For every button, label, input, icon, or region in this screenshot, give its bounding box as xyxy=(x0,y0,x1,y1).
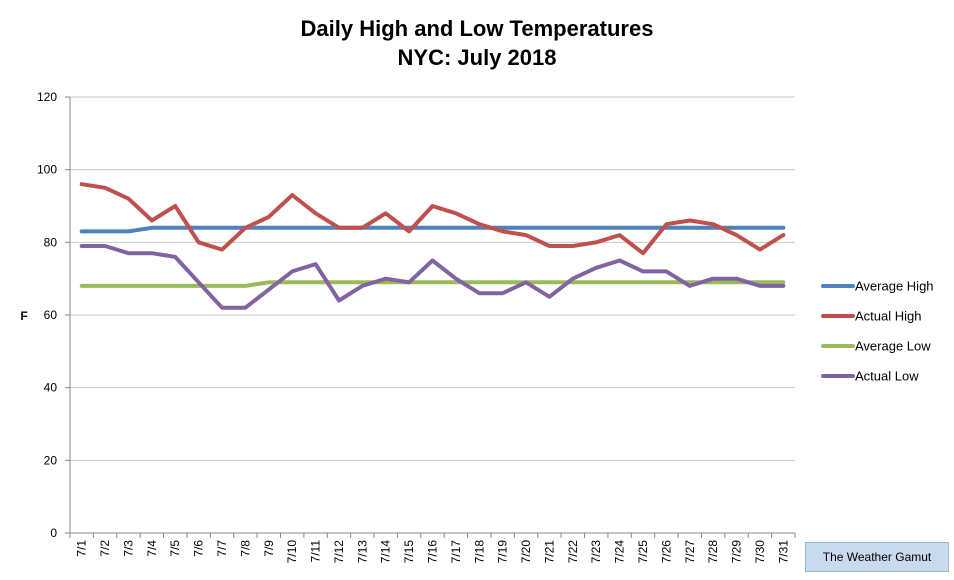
x-tick-label: 7/7 xyxy=(215,540,229,557)
x-tick-label: 7/20 xyxy=(519,540,533,564)
x-tick-label: 7/3 xyxy=(121,540,135,557)
series-line-actual-high xyxy=(79,182,786,256)
y-tick-label: 60 xyxy=(44,308,58,322)
legend-label: Actual Low xyxy=(855,369,919,384)
x-tick-label: 7/13 xyxy=(355,540,369,564)
chart-subtitle-line: NYC: July 2018 xyxy=(397,45,557,70)
x-tick-label: 7/11 xyxy=(309,540,323,563)
gridlines xyxy=(70,96,795,461)
chart-title: Daily High and Low Temperatures NYC: Jul… xyxy=(0,14,954,72)
y-tick-label: 80 xyxy=(44,235,58,249)
x-tick-label: 7/18 xyxy=(472,540,486,564)
x-tick-label: 7/19 xyxy=(496,540,510,564)
x-tick-label: 7/1 xyxy=(75,540,89,557)
x-tick-label: 7/8 xyxy=(238,540,252,557)
x-tick-label: 7/4 xyxy=(145,540,159,557)
chart-title-line: Daily High and Low Temperatures xyxy=(300,16,654,41)
y-tick-label: 40 xyxy=(44,381,58,395)
x-tick-label: 7/26 xyxy=(659,540,673,564)
x-tick-label: 7/23 xyxy=(589,540,603,564)
x-tick-label: 7/9 xyxy=(262,540,276,557)
x-tick-label: 7/12 xyxy=(332,540,346,564)
series-line-actual-low xyxy=(79,244,786,310)
x-tick-label: 7/2 xyxy=(98,540,112,557)
x-tick-label: 7/27 xyxy=(683,540,697,564)
legend: Average High Actual High Average Low Actual… xyxy=(821,279,934,384)
x-tick-label: 7/30 xyxy=(753,540,767,564)
source-badge: The Weather Gamut xyxy=(805,542,949,572)
x-tick-label: 7/29 xyxy=(730,540,744,564)
x-tick-label: 7/16 xyxy=(426,540,440,564)
x-tick-label: 7/24 xyxy=(613,540,627,564)
x-tick-label: 7/6 xyxy=(192,540,206,557)
x-tick-label: 7/31 xyxy=(776,540,790,564)
y-tick-label: 120 xyxy=(37,90,57,104)
x-tick-label: 7/15 xyxy=(402,540,416,564)
x-tick-label: 7/5 xyxy=(168,540,182,557)
y-tick-label: 20 xyxy=(44,453,58,467)
x-tick-label: 7/22 xyxy=(566,540,580,564)
source-label: The Weather Gamut xyxy=(822,550,932,564)
y-tick-label: 0 xyxy=(50,526,57,540)
x-tick-label: 7/14 xyxy=(379,540,393,564)
x-tick-label: 7/17 xyxy=(449,540,463,564)
y-tick-label: 100 xyxy=(37,163,57,177)
legend-label: Average Low xyxy=(855,339,931,354)
x-tick-label: 7/28 xyxy=(706,540,720,564)
series-line-average-low xyxy=(79,280,786,288)
legend-label: Actual High xyxy=(855,309,921,324)
x-tick-label: 7/25 xyxy=(636,540,650,564)
series-line-average-high xyxy=(79,225,786,234)
x-tick-label: 7/10 xyxy=(285,540,299,564)
axes: 0 20 40 60 80 100 120 F 7/1 7/2 7/3 7/4 7/5 7/6 7/7 7/8… xyxy=(20,90,796,564)
legend-label: Average High xyxy=(855,279,934,294)
y-axis-label: F xyxy=(20,309,27,323)
x-tick-label: 7/21 xyxy=(542,540,556,564)
series-lines xyxy=(79,182,786,310)
